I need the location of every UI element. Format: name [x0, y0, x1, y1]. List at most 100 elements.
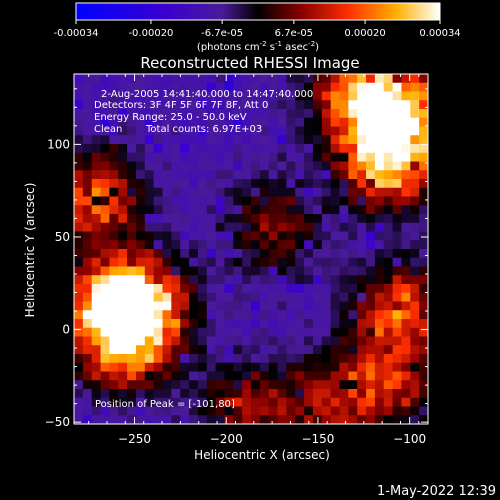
- heatmap-cell: [286, 310, 296, 320]
- heatmap-cell: [312, 301, 323, 311]
- heatmap-cell: [321, 284, 332, 294]
- heatmap-cell: [91, 205, 102, 215]
- heatmap-cell: [419, 362, 428, 373]
- heatmap-cell: [127, 266, 137, 276]
- heatmap-cell: [312, 135, 323, 145]
- heatmap-cell: [401, 249, 411, 259]
- heatmap-cell: [135, 222, 146, 233]
- heatmap-cell: [162, 179, 172, 189]
- heatmap-cell: [259, 196, 270, 206]
- heatmap-cell: [312, 152, 323, 163]
- heatmap-cell: [251, 249, 261, 259]
- heatmap-cell: [127, 292, 137, 303]
- heatmap-cell: [91, 126, 102, 136]
- heatmap-cell: [91, 161, 102, 171]
- heatmap-cell: [135, 74, 146, 84]
- heatmap-cell: [109, 91, 119, 101]
- heatmap-cell: [162, 319, 172, 329]
- timestamp: 1-May-2022 12:39: [377, 484, 496, 499]
- heatmap-cell: [383, 380, 394, 390]
- heatmap-cell: [401, 371, 411, 381]
- heatmap-cell: [180, 205, 190, 215]
- heatmap-cell: [312, 161, 323, 171]
- heatmap-cell: [312, 249, 323, 259]
- heatmap-cell: [339, 406, 349, 416]
- heatmap-cell: [268, 161, 279, 171]
- x-tick-label: −100: [393, 432, 426, 446]
- heatmap-cell: [242, 406, 252, 416]
- heatmap-cell: [312, 354, 323, 364]
- heatmap-cell: [357, 371, 367, 381]
- heatmap-cell: [224, 397, 234, 408]
- heatmap-cell: [118, 266, 128, 276]
- heatmap-cell: [206, 362, 217, 373]
- heatmap-cell: [357, 135, 367, 145]
- heatmap-cell: [242, 319, 252, 329]
- heatmap-cell: [91, 240, 102, 250]
- heatmap-cell: [304, 161, 314, 171]
- heatmap-cell: [153, 82, 164, 93]
- heatmap-cell: [242, 336, 252, 346]
- heatmap-cell: [233, 152, 243, 163]
- heatmap-cell: [366, 117, 376, 128]
- heatmap-cell: [259, 82, 270, 93]
- heatmap-cell: [189, 275, 199, 285]
- heatmap-cell: [383, 187, 394, 198]
- heatmap-cell: [348, 275, 358, 285]
- heatmap-cell: [330, 196, 341, 206]
- heatmap-cell: [277, 284, 287, 294]
- heatmap-cell: [162, 214, 172, 224]
- heatmap-cell: [171, 240, 181, 250]
- heatmap-cell: [321, 205, 332, 215]
- heatmap-cell: [162, 170, 172, 180]
- heatmap-cell: [401, 231, 411, 241]
- heatmap-cell: [321, 240, 332, 250]
- heatmap-cell: [224, 301, 234, 311]
- heatmap-cell: [189, 170, 199, 180]
- heatmap-cell: [180, 310, 190, 320]
- heatmap-cell: [82, 152, 93, 163]
- heatmap-cell: [215, 275, 226, 285]
- heatmap-cell: [215, 240, 226, 250]
- heatmap-cell: [268, 74, 279, 84]
- heatmap-cell: [206, 179, 217, 189]
- heatmap-cell: [304, 100, 314, 110]
- heatmap-cell: [127, 196, 137, 206]
- heatmap-cell: [162, 345, 172, 355]
- heatmap-cell: [251, 380, 261, 390]
- heatmap-cell: [277, 362, 287, 373]
- heatmap-cell: [348, 249, 358, 259]
- heatmap-cell: [357, 327, 367, 338]
- heatmap-cell: [153, 91, 164, 101]
- heatmap-cell: [82, 74, 93, 84]
- heatmap-cell: [410, 380, 420, 390]
- heatmap-cell: [91, 380, 102, 390]
- heatmap-cell: [374, 161, 385, 171]
- heatmap-cell: [197, 319, 208, 329]
- heatmap-cell: [268, 100, 279, 110]
- heatmap-cell: [162, 222, 172, 233]
- heatmap-cell: [286, 126, 296, 136]
- heatmap-cell: [304, 266, 314, 276]
- heatmap-cell: [268, 292, 279, 303]
- heatmap-cell: [392, 144, 403, 154]
- heatmap-cell: [171, 222, 181, 233]
- heatmap-cell: [348, 345, 358, 355]
- heatmap-cell: [118, 82, 128, 93]
- heatmap-cell: [277, 275, 287, 285]
- heatmap-cell: [189, 389, 199, 399]
- heatmap-cell: [144, 170, 155, 180]
- y-tick-label: 100: [47, 137, 70, 151]
- heatmap-cell: [224, 284, 234, 294]
- heatmap-cell: [100, 187, 110, 198]
- heatmap-cell: [366, 336, 376, 346]
- heatmap-cell: [383, 196, 394, 206]
- heatmap-cell: [410, 100, 420, 110]
- heatmap-cell: [74, 135, 84, 145]
- heatmap-cell: [383, 161, 394, 171]
- heatmap-cell: [215, 196, 226, 206]
- heatmap-cell: [357, 205, 367, 215]
- heatmap-cell: [224, 257, 234, 268]
- heatmap-cell: [330, 336, 341, 346]
- heatmap-cell: [82, 117, 93, 128]
